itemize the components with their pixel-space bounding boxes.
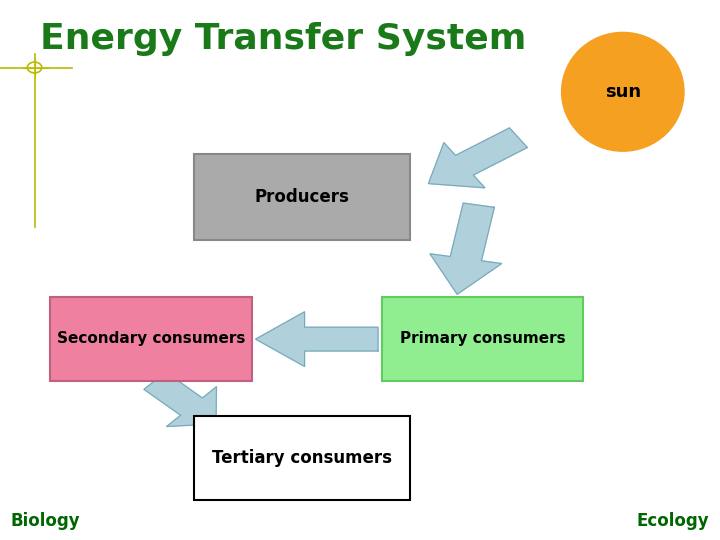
Text: Producers: Producers	[255, 188, 350, 206]
Text: sun: sun	[605, 83, 641, 101]
Polygon shape	[428, 128, 527, 188]
FancyBboxPatch shape	[194, 416, 410, 500]
Text: Tertiary consumers: Tertiary consumers	[212, 449, 392, 467]
FancyBboxPatch shape	[382, 297, 583, 381]
Text: Ecology: Ecology	[636, 512, 709, 530]
Polygon shape	[430, 203, 502, 294]
Text: Energy Transfer System: Energy Transfer System	[40, 22, 526, 56]
FancyBboxPatch shape	[50, 297, 252, 381]
Text: Secondary consumers: Secondary consumers	[57, 332, 246, 346]
FancyBboxPatch shape	[194, 154, 410, 240]
Polygon shape	[256, 312, 378, 367]
Ellipse shape	[562, 32, 684, 151]
Text: Primary consumers: Primary consumers	[400, 332, 565, 346]
Polygon shape	[144, 372, 217, 427]
Text: Biology: Biology	[11, 512, 81, 530]
